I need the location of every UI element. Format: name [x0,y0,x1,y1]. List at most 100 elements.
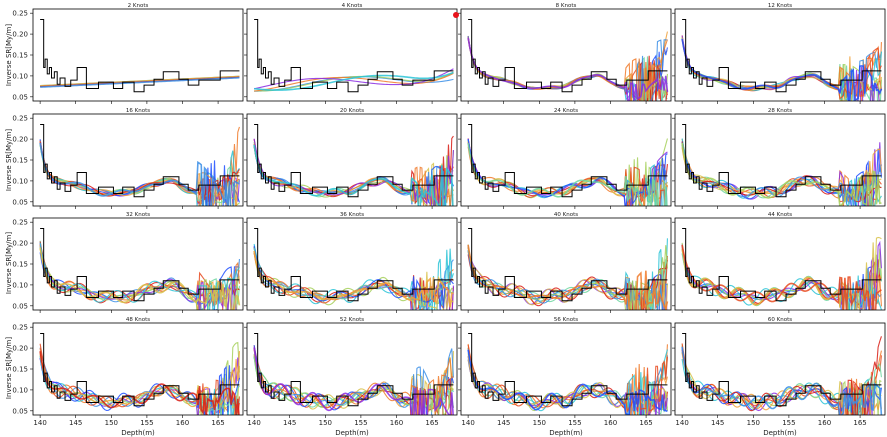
x-tick-label: 150 [319,419,332,427]
fit-curve [254,71,454,92]
panel: 40 Knots [458,212,672,313]
reference-step-line [254,332,454,407]
x-tick-label: 155 [140,419,153,427]
x-tick-label: 140 [33,419,46,427]
axes-frame [32,8,244,102]
plot-area [39,227,241,310]
panel-title: 4 Knots [342,3,363,9]
panel-title: 36 Knots [340,212,364,218]
fit-curve [253,143,454,206]
fit-curve [681,35,882,99]
fit-curve [467,348,668,415]
reference-step-line [254,123,454,198]
y-tick-label: 0.05 [12,198,28,206]
plot-area [254,18,454,93]
fit-curve [681,38,883,101]
fit-curve [467,244,669,310]
reference-step-line [468,18,668,93]
y-axis-label-row-2: Inverse SR[My/m] [5,129,13,191]
fit-curve [681,343,882,415]
fit-curve [39,242,240,310]
fit-curve [39,247,241,310]
plot-area [681,332,883,415]
fit-curve [467,143,668,206]
y-tick-label: 0.15 [12,366,28,374]
fit-curve [39,351,240,415]
panel-title: 24 Knots [554,108,578,114]
y-tick-label: 0.20 [12,31,28,39]
reference-step-line [254,227,454,302]
y-tick-label: 0.25 [12,219,28,227]
panel: 16 Knots 0.05 0.10 0.15 0.20 0.25 [12,108,244,209]
x-tick-label: 155 [354,419,367,427]
reference-step-line [40,18,240,93]
fit-curve [253,138,454,206]
x-tick-label: 160 [604,419,617,427]
red-marker-dot [453,12,459,18]
fit-curve [467,254,668,310]
y-tick-label: 0.15 [12,52,28,60]
plot-area [681,123,882,206]
y-tick-label: 0.15 [12,157,28,165]
fit-curve [253,347,454,415]
x-axis-label-col-4: Depth(m) [763,429,797,437]
fit-curve [681,244,882,310]
reference-step-line [682,227,882,302]
panel: 2 Knots 0.05 0.10 0.15 0.20 0.25 [12,3,244,104]
reference-step-line [468,123,668,198]
panel: 52 Knots 140 145 150 155 160 165 [244,317,458,427]
y-tick-label: 0.20 [12,136,28,144]
x-tick-label: 165 [425,419,438,427]
x-tick-label: 145 [69,419,82,427]
y-axis-label-row-1: Inverse SR[My/m] [5,24,13,86]
y-tick-label: 0.05 [12,93,28,101]
y-tick-label: 0.25 [12,115,28,123]
x-tick-label: 145 [283,419,296,427]
panel: 48 Knots 0.05 0.10 0.15 0.20 0.25 140 145 150 155… [12,317,244,427]
panel-title: 44 Knots [768,212,792,218]
panel: 56 Knots 140 145 150 155 160 165 [458,317,672,427]
reference-step-line [40,332,240,407]
plot-area [253,332,454,415]
fit-curve [253,247,454,310]
fit-curve [681,142,882,206]
fit-curve [39,244,240,310]
plot-area [253,123,454,206]
fit-curve [467,138,668,206]
panel: 4 Knots [244,3,458,104]
fit-curve [467,142,666,206]
fit-curve [467,355,668,415]
y-tick-label: 0.20 [12,240,28,248]
x-tick-label: 140 [247,419,260,427]
plot-area [39,123,240,206]
fit-curve [39,355,240,415]
fit-curve [40,76,240,88]
fit-curve [253,349,454,415]
y-tick-label: 0.25 [12,10,28,18]
fit-curve [40,75,240,87]
panel: 12 Knots [672,3,886,104]
panel-title: 60 Knots [768,317,792,323]
panel: 28 Knots [672,108,886,209]
x-tick-label: 165 [211,419,224,427]
y-tick-label: 0.15 [12,261,28,269]
panel: 36 Knots [244,212,458,313]
plot-area [40,18,240,93]
y-tick-label: 0.10 [12,72,28,80]
reference-step-line [682,332,882,407]
fit-curve [39,145,240,204]
fit-curve [254,71,454,91]
fit-curve [253,245,454,310]
y-tick-label: 0.05 [12,302,28,310]
x-tick-label: 160 [818,419,831,427]
plot-area [39,332,240,415]
fit-curve [467,343,668,415]
fit-curve [467,349,668,415]
panel-title: 2 Knots [128,3,149,9]
y-tick-label: 0.05 [12,407,28,415]
panel-title: 40 Knots [554,212,578,218]
fit-curve [39,357,240,415]
panels-layer: 2 Knots 0.05 0.10 0.15 0.20 0.25 4 Knots 8 Knot… [12,3,886,427]
reference-step-line [682,18,882,93]
